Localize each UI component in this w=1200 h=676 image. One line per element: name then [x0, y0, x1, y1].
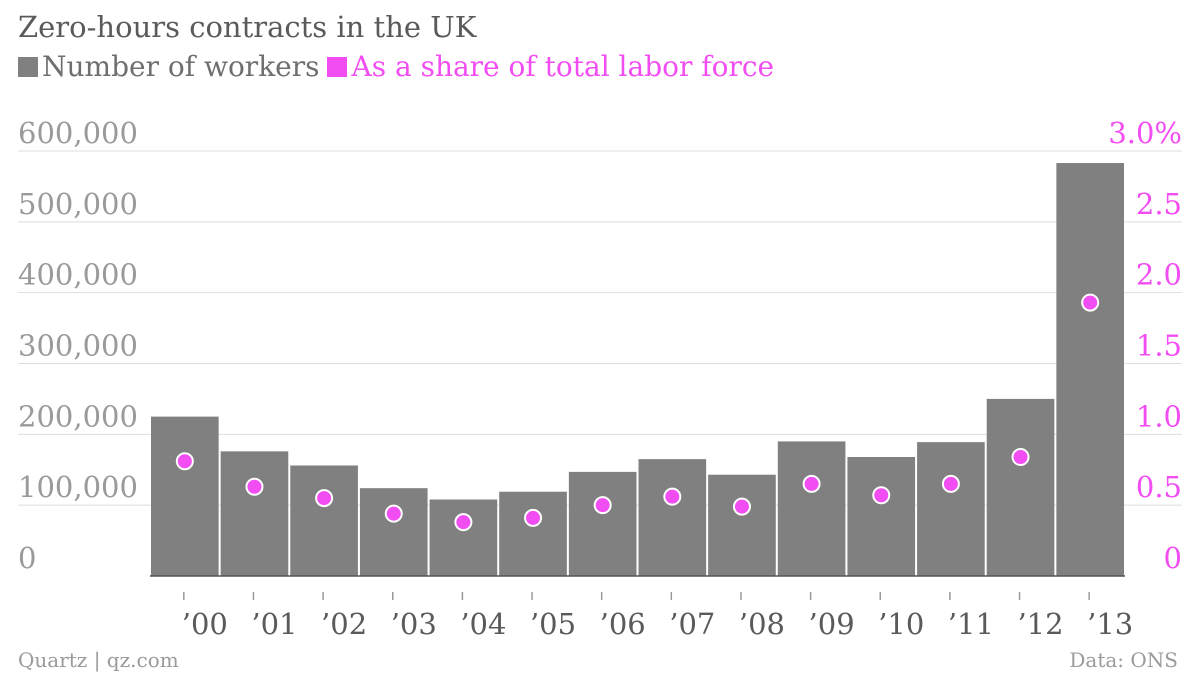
bar	[220, 451, 289, 576]
bar	[638, 459, 707, 576]
bar	[290, 465, 358, 576]
share-point	[1081, 293, 1100, 312]
bar	[708, 474, 776, 576]
legend-swatch-workers	[18, 56, 38, 77]
share-point	[941, 474, 960, 493]
y-left-tick-label: 100,000	[18, 470, 138, 504]
x-tick-label: ’09	[809, 607, 855, 641]
y-left-tick-label: 400,000	[18, 258, 138, 292]
y-left-tick-label: 200,000	[18, 399, 138, 433]
x-tick-label: ’05	[530, 607, 576, 641]
y-right-tick-label: 1.0	[1136, 399, 1182, 433]
legend-swatch-share	[327, 56, 348, 77]
y-left-tick-label: 600,000	[18, 116, 138, 150]
footer-source-right: Data: ONS	[1069, 648, 1178, 672]
chart-title: Zero-hours contracts in the UK	[18, 10, 477, 44]
bar	[359, 488, 428, 576]
bar	[499, 491, 567, 576]
bar	[847, 457, 916, 576]
y-left-tick-label: 500,000	[18, 187, 138, 221]
share-point	[593, 496, 612, 515]
x-tick-label: ’11	[948, 607, 994, 641]
y-right-tick-label: 0.5	[1136, 470, 1182, 504]
bar	[917, 442, 985, 576]
x-tick-label: ’03	[391, 607, 437, 641]
legend-label-share: As a share of total labor force	[351, 50, 775, 83]
share-point	[663, 487, 682, 506]
footer-source-left: Quartz | qz.com	[18, 648, 179, 672]
share-point	[1011, 448, 1030, 466]
y-left-tick-label: 0	[18, 541, 36, 575]
bar	[429, 499, 498, 576]
x-tick-label: ’12	[1017, 607, 1063, 641]
y-right-tick-label: 2.5	[1136, 187, 1182, 221]
share-point	[454, 513, 473, 532]
bar	[777, 441, 846, 576]
bar	[986, 398, 1055, 576]
share-point	[315, 489, 334, 508]
x-tick-label: ’13	[1087, 607, 1133, 641]
legend-label-workers: Number of workers	[42, 50, 320, 83]
bar	[151, 416, 219, 576]
share-point	[524, 508, 543, 527]
bar	[568, 471, 637, 576]
legend-item-share: As a share of total labor force	[327, 50, 774, 83]
share-point	[802, 474, 821, 493]
share-point	[384, 504, 403, 523]
share-point	[175, 452, 194, 471]
x-tick-label: ’07	[669, 607, 715, 641]
share-point	[732, 497, 751, 516]
share-point	[872, 486, 891, 505]
x-tick-label: ’06	[600, 607, 646, 641]
bar	[1056, 163, 1124, 576]
x-tick-label: ’08	[739, 607, 785, 641]
y-right-tick-label: 2.0	[1136, 258, 1182, 292]
legend: Number of workers As a share of total la…	[18, 50, 782, 83]
x-tick-label: ’04	[460, 607, 506, 641]
x-tick-label: ’10	[878, 607, 924, 641]
share-point	[245, 477, 264, 496]
x-tick-label: ’00	[182, 607, 228, 641]
x-tick-label: ’02	[321, 607, 367, 641]
y-right-tick-label: 0	[1164, 541, 1182, 575]
y-left-tick-label: 300,000	[18, 329, 138, 363]
legend-item-workers: Number of workers	[18, 50, 319, 83]
x-tick-label: ’01	[251, 607, 297, 641]
y-right-tick-label: 1.5	[1136, 329, 1182, 363]
y-right-tick-label: 3.0%	[1108, 116, 1182, 150]
